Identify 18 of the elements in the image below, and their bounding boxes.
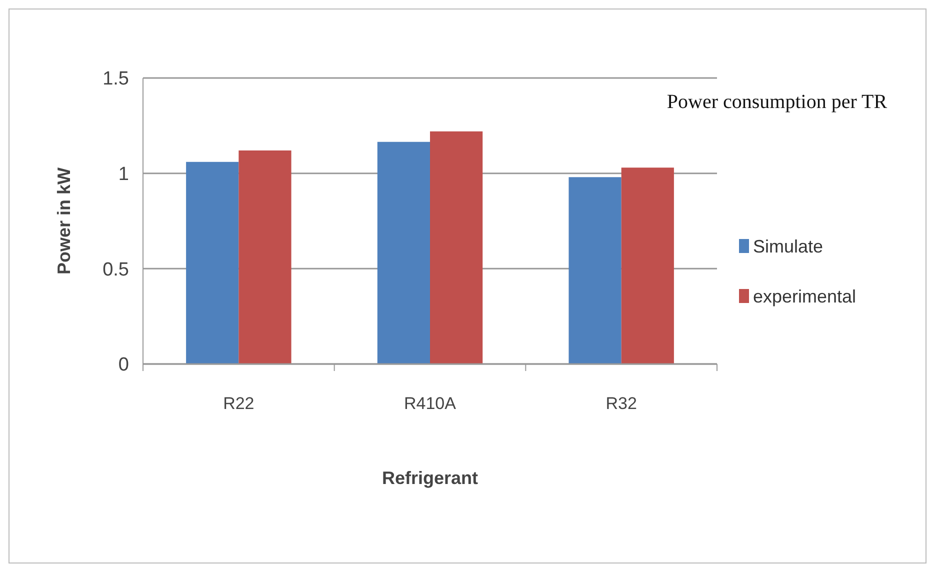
bar [621, 168, 674, 364]
y-tick-label: 1 [118, 164, 129, 185]
text: Power consumption per TR [666, 91, 888, 113]
x-axis-title: Refrigerant [382, 468, 478, 488]
legend-label: Simulate [753, 236, 824, 256]
bar [430, 131, 483, 364]
y-tick-label: 1.5 [102, 68, 129, 90]
bar [377, 142, 430, 364]
bar [186, 162, 239, 364]
y-axis-title: Power in kW [54, 167, 74, 275]
y-tick-label: 0.5 [102, 259, 129, 280]
legend-label: experimental [753, 286, 856, 306]
x-tick-label: R22 [223, 394, 254, 413]
x-tick-label: R32 [606, 394, 637, 413]
y-tick-label: 0 [118, 354, 129, 376]
bar [238, 150, 292, 364]
x-tick-label: R410A [404, 394, 457, 413]
bar [568, 177, 622, 364]
